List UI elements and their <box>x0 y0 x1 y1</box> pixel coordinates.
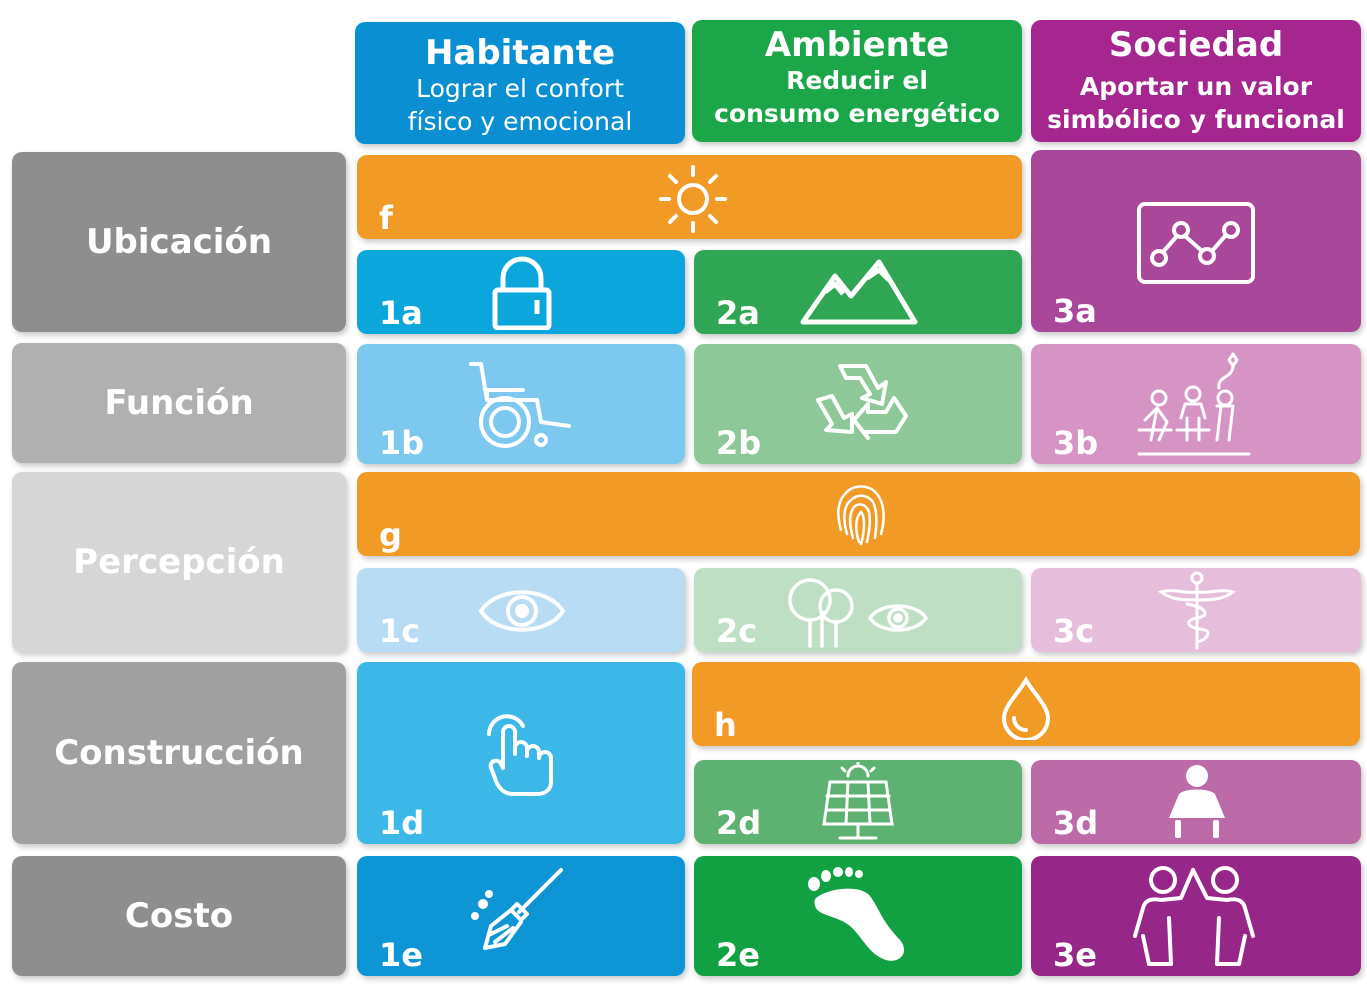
header-subtitle-line2: consumo energético <box>714 99 1000 128</box>
cell-code: 1a <box>379 294 423 332</box>
cell-2e: 2e <box>694 856 1022 976</box>
row-label-construccion: Construcción <box>12 662 346 844</box>
cell-3a: 3a <box>1031 150 1361 332</box>
header-subtitle-line1: Lograr el confort <box>416 74 624 103</box>
cell-3e: 3e <box>1031 856 1361 976</box>
cell-code: 3c <box>1053 612 1095 650</box>
cell-code: 1e <box>379 936 423 974</box>
cell-code: 2b <box>716 424 762 462</box>
cell-g: g <box>357 472 1360 556</box>
cell-code: 3d <box>1053 804 1099 842</box>
broom-icon <box>467 864 567 964</box>
row-label-funcion: Función <box>12 343 346 463</box>
cell-code: 1c <box>379 612 421 650</box>
cell-2d: 2d <box>694 760 1022 844</box>
cell-1a: 1a <box>357 250 685 334</box>
cell-1e: 1e <box>357 856 685 976</box>
cell-code: 2e <box>716 936 760 974</box>
row-label-text: Ubicación <box>85 222 273 262</box>
cell-3b: 3b <box>1031 344 1361 464</box>
row-label-costo: Costo <box>12 856 346 976</box>
wheelchair-icon <box>465 360 577 450</box>
cell-2b: 2b <box>694 344 1022 464</box>
sun-icon <box>657 163 729 235</box>
touch-hand-icon <box>483 710 555 796</box>
cell-1b: 1b <box>357 344 685 464</box>
seated-person-icon <box>1165 764 1229 840</box>
row-label-text: Función <box>104 383 254 423</box>
row-label-text: Construcción <box>54 733 304 773</box>
footprint-icon <box>804 866 914 966</box>
trees-eye-icon <box>786 572 932 648</box>
cell-code: f <box>379 199 393 237</box>
network-graph-icon <box>1135 200 1257 286</box>
cell-1c: 1c <box>357 568 685 652</box>
header-ambiente: Ambiente Reducir el consumo energético <box>692 20 1022 142</box>
water-drop-icon <box>1000 676 1052 740</box>
row-label-percepcion: Percepción <box>12 472 346 652</box>
recycle-icon <box>802 358 912 454</box>
cell-code: g <box>379 516 402 554</box>
header-subtitle-line2: simbólico y funcional <box>1047 105 1345 134</box>
cell-3c: 3c <box>1031 568 1361 652</box>
cell-2c: 2c <box>694 568 1022 652</box>
header-subtitle-line1: Reducir el <box>786 66 928 95</box>
header-title: Sociedad <box>1108 25 1284 65</box>
header-subtitle-line2: físico y emocional <box>407 107 633 136</box>
cell-1d: 1d <box>357 662 685 844</box>
community-icon <box>1137 348 1253 458</box>
cell-2a: 2a <box>694 250 1022 334</box>
cell-h: h <box>692 662 1360 746</box>
cell-code: 2a <box>716 294 760 332</box>
cell-code: 3a <box>1053 292 1097 330</box>
cell-f: f <box>357 155 1022 239</box>
cell-code: 2d <box>716 804 762 842</box>
cell-code: 1d <box>379 804 425 842</box>
caduceus-icon <box>1157 570 1237 650</box>
lock-icon <box>487 256 557 330</box>
cell-code: 3e <box>1053 936 1097 974</box>
cell-3d: 3d <box>1031 760 1361 844</box>
row-label-text: Costo <box>124 896 234 936</box>
eye-icon <box>477 582 567 640</box>
fingerprint-icon <box>835 480 887 546</box>
mountains-icon <box>799 256 919 326</box>
header-subtitle-line1: Aportar un valor <box>1079 72 1313 101</box>
header-habitante: Habitante Lograr el confort físico y emo… <box>355 22 685 144</box>
cell-code: 2c <box>716 612 758 650</box>
cell-code: 3b <box>1053 424 1099 462</box>
cell-code: h <box>714 706 737 744</box>
solar-panel-icon <box>820 762 896 842</box>
row-label-ubicacion: Ubicación <box>12 152 346 332</box>
high-five-icon <box>1131 862 1257 968</box>
header-sociedad: Sociedad Aportar un valor simbólico y fu… <box>1031 20 1361 142</box>
row-label-text: Percepción <box>73 542 285 582</box>
cell-code: 1b <box>379 424 425 462</box>
header-title: Ambiente <box>764 25 950 65</box>
header-title: Habitante <box>424 33 616 73</box>
